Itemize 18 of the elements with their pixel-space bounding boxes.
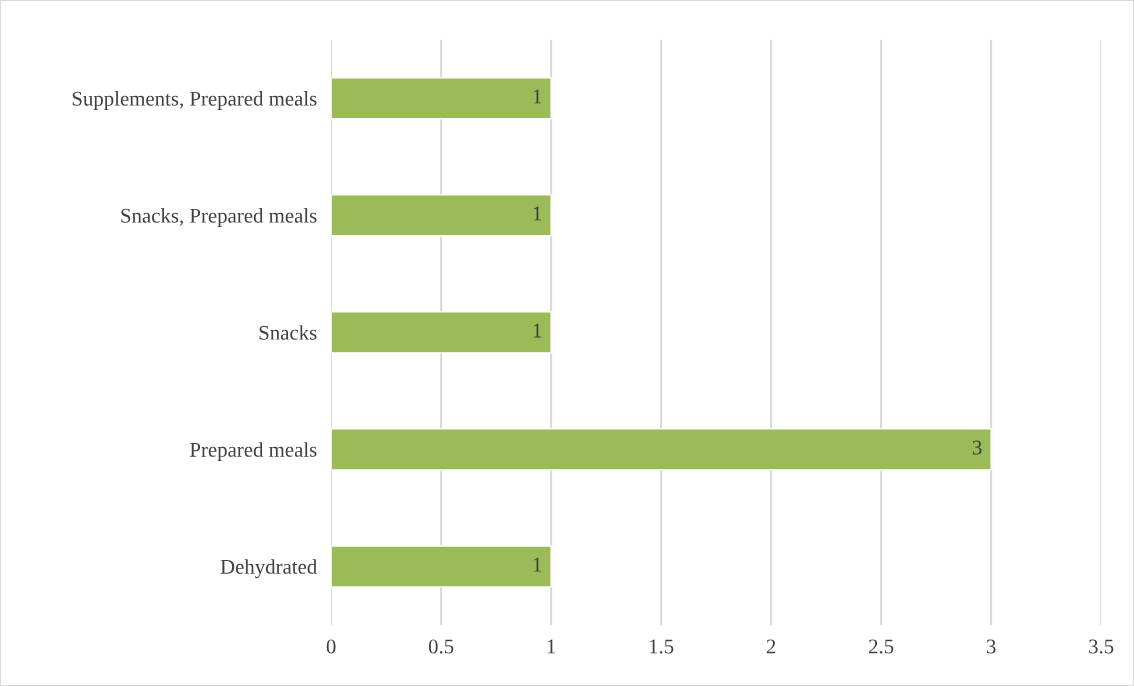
data-label: 1 [533, 206, 542, 221]
y-tick-label: Supplements, Prepared meals [72, 91, 317, 110]
x-tick-label: 0.5 [428, 639, 454, 654]
x-tick-label: 1 [547, 639, 556, 654]
y-tick-label: Snacks [259, 325, 317, 340]
x-tick-label: 3.5 [1089, 639, 1114, 654]
data-label: 1 [533, 557, 542, 572]
y-tick-label: Dehydrated [220, 559, 317, 579]
x-tick-label: 2 [766, 639, 776, 654]
x-tick-label: 3 [986, 639, 996, 654]
y-tick-label: Snacks, Prepared meals [121, 208, 317, 227]
data-label: 1 [533, 89, 542, 104]
y-tick-label: Prepared meals [190, 442, 317, 462]
x-tick-label: 1.5 [649, 639, 674, 654]
x-tick-label: 0 [326, 639, 336, 654]
data-label: 3 [972, 440, 982, 455]
data-label: 1 [533, 323, 542, 338]
x-tick-label: 2.5 [869, 639, 894, 654]
